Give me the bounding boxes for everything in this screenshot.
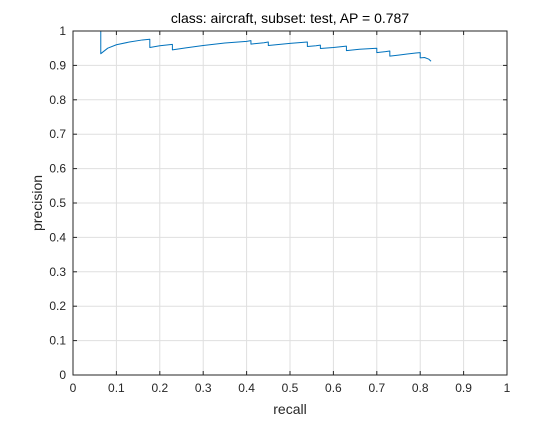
x-tick-label: 0.9 — [455, 381, 472, 395]
y-tick-label: 0.3 — [49, 265, 66, 279]
chart-title: class: aircraft, subset: test, AP = 0.78… — [171, 10, 409, 26]
tick-layer: 0 0.1 0.2 0.3 0.4 0.5 0.6 0.7 0.8 0.9 1 0 0.1 0.2 0.3 0… — [49, 24, 510, 395]
x-tick-label: 0.6 — [325, 381, 342, 395]
x-tick-label: 0.8 — [412, 381, 429, 395]
grid-lines — [73, 31, 507, 375]
y-tick-label: 0.6 — [49, 162, 66, 176]
y-tick-label: 0.1 — [49, 334, 66, 348]
x-tick-label: 0.4 — [238, 381, 255, 395]
y-tick-label: 1 — [59, 24, 66, 38]
y-tick-label: 0.8 — [49, 93, 66, 107]
y-tick-label: 0.5 — [49, 196, 66, 210]
x-tick-label: 0.5 — [282, 381, 299, 395]
pr-curve-line — [73, 30, 432, 62]
y-tick-label: 0.4 — [49, 230, 66, 244]
x-tick-label: 1 — [504, 381, 511, 395]
x-tick-label: 0 — [70, 381, 77, 395]
x-tick-label: 0.3 — [195, 381, 212, 395]
x-tick-label: 0.1 — [108, 381, 125, 395]
series-layer — [73, 30, 432, 62]
y-tick-label: 0.9 — [49, 58, 66, 72]
x-tick-label: 0.2 — [151, 381, 168, 395]
y-tick-label: 0.2 — [49, 299, 66, 313]
y-tick-label: 0 — [59, 368, 66, 382]
y-axis-label: precision — [29, 175, 45, 231]
x-axis-label: recall — [273, 401, 306, 417]
x-tick-label: 0.7 — [368, 381, 385, 395]
y-tick-label: 0.7 — [49, 127, 66, 141]
